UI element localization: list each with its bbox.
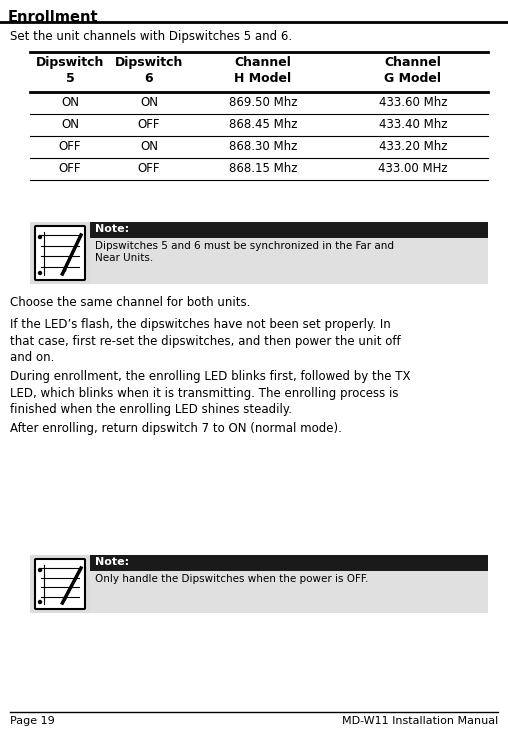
Bar — [30, 222, 488, 284]
Text: Note:: Note: — [95, 557, 129, 567]
Text: OFF: OFF — [59, 162, 81, 175]
Text: Channel: Channel — [385, 56, 441, 69]
Text: Dipswitch: Dipswitch — [36, 56, 104, 69]
Text: 6: 6 — [145, 72, 153, 85]
Text: 433.20 Mhz: 433.20 Mhz — [379, 140, 447, 153]
FancyBboxPatch shape — [35, 226, 85, 280]
Circle shape — [39, 271, 42, 274]
Text: During enrollment, the enrolling LED blinks first, followed by the TX
LED, which: During enrollment, the enrolling LED bli… — [10, 370, 410, 416]
Text: 433.40 Mhz: 433.40 Mhz — [379, 118, 447, 131]
Text: ON: ON — [140, 96, 158, 109]
Text: ON: ON — [140, 140, 158, 153]
Text: MD-W11 Installation Manual: MD-W11 Installation Manual — [342, 716, 498, 726]
Text: Enrollment: Enrollment — [8, 10, 99, 25]
Bar — [90, 222, 488, 238]
Text: OFF: OFF — [138, 118, 160, 131]
Text: Only handle the Dipswitches when the power is OFF.: Only handle the Dipswitches when the pow… — [95, 574, 368, 584]
Text: G Model: G Model — [385, 72, 441, 85]
Circle shape — [39, 236, 42, 239]
Text: After enrolling, return dipswitch 7 to ON (normal mode).: After enrolling, return dipswitch 7 to O… — [10, 422, 342, 435]
Text: 868.45 Mhz: 868.45 Mhz — [229, 118, 297, 131]
Text: 433.00 MHz: 433.00 MHz — [378, 162, 448, 175]
Text: 433.60 Mhz: 433.60 Mhz — [379, 96, 447, 109]
Text: Page 19: Page 19 — [10, 716, 55, 726]
Bar — [30, 555, 90, 613]
Text: OFF: OFF — [138, 162, 160, 175]
Text: Note:: Note: — [95, 224, 129, 234]
Text: 868.30 Mhz: 868.30 Mhz — [229, 140, 297, 153]
Text: Channel: Channel — [235, 56, 292, 69]
Bar — [90, 555, 488, 571]
Text: 5: 5 — [66, 72, 74, 85]
Circle shape — [39, 601, 42, 604]
Text: Choose the same channel for both units.: Choose the same channel for both units. — [10, 296, 250, 309]
Text: 868.15 Mhz: 868.15 Mhz — [229, 162, 297, 175]
Text: 869.50 Mhz: 869.50 Mhz — [229, 96, 297, 109]
Text: ON: ON — [61, 118, 79, 131]
FancyBboxPatch shape — [35, 559, 85, 609]
Text: H Model: H Model — [234, 72, 292, 85]
Text: If the LED’s flash, the dipswitches have not been set properly. In
that case, fi: If the LED’s flash, the dipswitches have… — [10, 318, 401, 364]
Text: OFF: OFF — [59, 140, 81, 153]
Bar — [30, 555, 488, 613]
Text: Dipswitch: Dipswitch — [115, 56, 183, 69]
Text: Set the unit channels with Dipswitches 5 and 6.: Set the unit channels with Dipswitches 5… — [10, 30, 292, 43]
Text: Dipswitches 5 and 6 must be synchronized in the Far and
Near Units.: Dipswitches 5 and 6 must be synchronized… — [95, 241, 394, 263]
Circle shape — [39, 568, 42, 571]
Bar — [30, 222, 90, 284]
Text: ON: ON — [61, 96, 79, 109]
